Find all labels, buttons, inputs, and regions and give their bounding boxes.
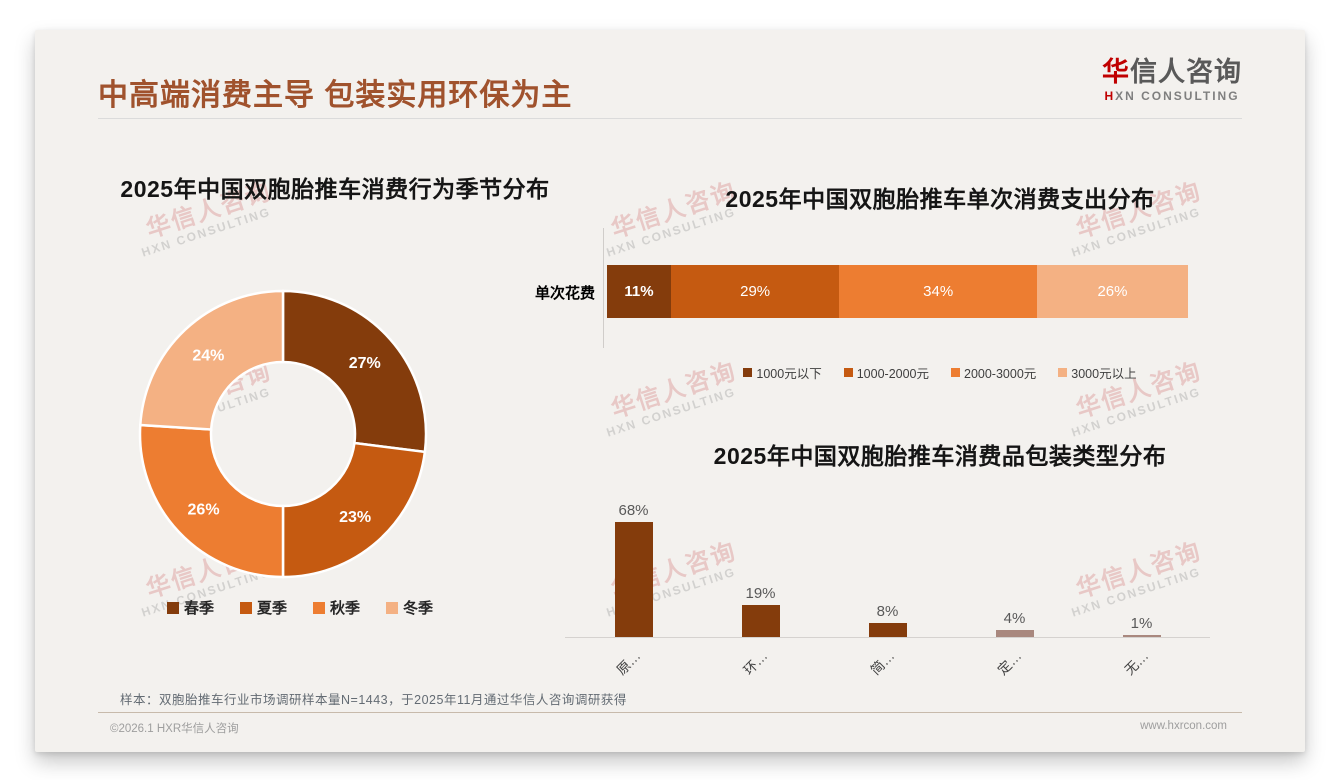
bar-slot: 8% [824,603,951,637]
bar [868,623,907,637]
brand-logo-cn: 华信人咨询 [1102,57,1242,88]
bar-slot: 19% [697,585,824,637]
stacked-bar: 11% 29% 34% 26% [607,265,1188,318]
bar-chart: 68% 19% 8% 4% 1% [570,500,1205,637]
page-title: 中高端消费主导 包装实用环保为主 [98,79,573,112]
brand-logo-en: HXN CONSULTING [1102,89,1242,103]
bar-x-slot: 简… [824,642,951,678]
donut-segment-1 [281,289,428,454]
website-link[interactable]: www.hxrcon.com [1140,720,1227,732]
bar-value-label: 8% [876,603,899,621]
legend-swatch [239,601,252,614]
brand-logo: 华信人咨询 HXN CONSULTING [1102,57,1242,103]
donut-value-label: 26% [188,502,220,519]
brand-logo-en-rest: XN CONSULTING [1115,88,1240,103]
stacked-category-label: 单次花费 [534,285,595,302]
watermark-en: HXN CONSULTING [604,384,738,440]
legend-item: 2000-3000元 [951,363,1036,382]
donut-chart-title: 2025年中国双胞胎推车消费行为季节分布 [120,176,550,202]
footer-divider [98,712,1242,713]
bar-slot: 68% [570,502,697,637]
stacked-segment: 11% [607,265,671,318]
header-divider [98,118,1242,119]
bar [995,630,1034,637]
bar-chart-title: 2025年中国双胞胎推车消费品包装类型分布 [713,443,1167,469]
stacked-legend: 1000元以下 1000-2000元 2000-3000元 3000元以上 [565,363,1305,382]
bar-x-label: 环… [740,648,771,678]
stacked-segment-label: 34% [923,283,954,300]
bar-x-label: 定… [994,648,1025,678]
bar-x-slot: 原… [570,642,697,678]
donut-segment-4 [138,289,285,431]
legend-swatch [313,601,325,614]
bar-xlabels: 原… 环… 简… 定… 无… [570,642,1205,678]
sample-footnote: 样本：双胞胎推车行业市场调研样本量N=1443，于2025年11月通过华信人咨询… [120,693,627,707]
legend-swatch [843,368,853,377]
stacked-chart-axis [603,228,604,348]
bar-value-label: 4% [1003,610,1026,628]
bar-value-label: 68% [618,502,649,520]
legend-swatch [1058,368,1068,377]
legend-item: 夏季 [239,597,287,618]
bar-x-label: 无… [1121,648,1152,678]
stacked-segment: 29% [670,265,840,318]
donut-segment-3 [138,423,285,579]
watermark-en: HXN CONSULTING [1069,384,1203,440]
donut-chart: 27% 23% 26% 24% [138,289,428,579]
bar-chart-baseline [565,637,1210,638]
bar-x-label: 原… [613,648,644,678]
bar-x-slot: 无… [1078,642,1205,678]
legend-item: 1000-2000元 [843,363,929,382]
bar-value-label: 1% [1130,615,1153,632]
bar-x-slot: 定… [951,642,1078,678]
donut-value-label: 24% [192,348,224,365]
bar-slot: 1% [1078,615,1205,637]
bar-slot: 4% [951,610,1078,637]
legend-item: 春季 [166,597,214,618]
legend-item: 秋季 [313,597,360,618]
legend-item: 1000元以下 [743,363,822,382]
legend-swatch [386,601,399,614]
stacked-segment-label: 11% [624,283,654,300]
stacked-segment: 34% [839,265,1037,318]
legend-swatch [951,368,960,377]
copyright-text: ©2026.1 HXR华信人咨询 [110,723,239,735]
brand-logo-cn-accent: 华 [1102,57,1130,87]
bar [741,604,780,637]
bar-x-label: 简… [867,648,898,678]
bar-value-label: 19% [745,584,776,602]
donut-segment-2 [281,441,427,579]
brand-logo-en-accent: H [1104,88,1116,103]
stacked-chart-title: 2025年中国双胞胎推车单次消费支出分布 [725,186,1155,212]
stacked-segment: 26% [1036,265,1188,318]
footer: ©2026.1 HXR华信人咨询 www.hxrcon.com [110,720,1227,736]
bar [614,522,653,637]
legend-swatch [166,601,179,614]
brand-logo-cn-rest: 信人咨询 [1130,57,1242,87]
donut-value-label: 27% [349,355,381,372]
slide-card: 华信人咨询 HXN CONSULTING 华信人咨询 HXN CONSULTING 华信… [35,30,1305,752]
donut-legend: 春季 夏季 秋季 冬季 [90,597,510,618]
watermark-en: HXN CONSULTING [139,204,273,260]
legend-item: 冬季 [386,597,433,618]
legend-item: 3000元以上 [1058,363,1137,382]
legend-swatch [743,368,753,377]
stacked-segment-label: 26% [1097,283,1128,300]
bar [1122,635,1161,637]
bar-x-slot: 环… [697,642,824,678]
donut-value-label: 23% [339,509,371,526]
stacked-segment-label: 29% [740,283,771,300]
